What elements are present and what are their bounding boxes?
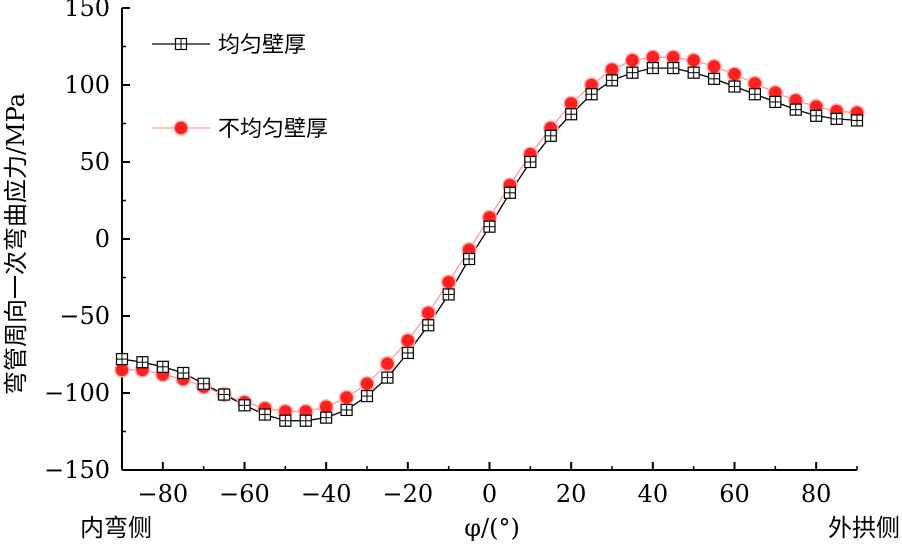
data-point bbox=[217, 388, 231, 401]
data-point bbox=[789, 103, 802, 116]
y-tick-label: −100 bbox=[44, 379, 110, 407]
data-point bbox=[422, 319, 435, 332]
x-tick-label: −20 bbox=[383, 480, 434, 508]
y-tick-label: −150 bbox=[44, 456, 110, 484]
data-point bbox=[258, 408, 272, 421]
y-tick-label: 150 bbox=[64, 0, 110, 22]
x-tick-label: −40 bbox=[301, 480, 352, 508]
data-point bbox=[624, 52, 641, 69]
series-line-1 bbox=[122, 56, 858, 413]
x-tick-label: 20 bbox=[556, 480, 587, 508]
legend-marker-0 bbox=[174, 37, 188, 51]
data-point bbox=[381, 371, 394, 384]
data-point bbox=[685, 52, 702, 69]
data-point bbox=[115, 353, 129, 366]
data-point bbox=[748, 88, 762, 101]
data-point bbox=[605, 74, 619, 87]
outer-side-label: 外拱侧 bbox=[828, 514, 900, 542]
data-point bbox=[462, 252, 476, 266]
series-points-1 bbox=[114, 49, 865, 420]
legend-label-0: 均匀壁厚 bbox=[218, 33, 306, 58]
y-tick-label: 100 bbox=[64, 71, 110, 99]
y-axis-title: 弯管周向一次弯曲应力/MPa bbox=[2, 93, 30, 395]
data-point bbox=[279, 414, 292, 427]
x-tick-label: −80 bbox=[138, 480, 189, 508]
inner-side-label: 内弯侧 bbox=[80, 514, 152, 542]
data-point bbox=[136, 356, 149, 369]
data-point bbox=[707, 72, 721, 85]
x-tick-label: 0 bbox=[482, 480, 497, 508]
series-layer bbox=[114, 49, 865, 427]
data-point bbox=[156, 360, 169, 373]
data-point bbox=[483, 220, 496, 233]
y-tick-label: 0 bbox=[95, 225, 110, 253]
data-point bbox=[850, 114, 864, 127]
data-point bbox=[830, 112, 843, 125]
data-point bbox=[442, 288, 455, 301]
axes: 150 100 50 0 −50 −100 −150 −80 −60 −40 −20 0 20 40 60 8… bbox=[44, 0, 858, 508]
data-point bbox=[338, 389, 355, 406]
data-point bbox=[299, 414, 312, 427]
data-point bbox=[238, 399, 251, 412]
data-point bbox=[706, 58, 722, 75]
x-tick-label: −60 bbox=[219, 480, 270, 508]
data-point bbox=[687, 66, 700, 79]
x-tick-label: 40 bbox=[638, 480, 669, 508]
data-point bbox=[544, 129, 557, 142]
y-tick-label: 50 bbox=[79, 148, 110, 176]
data-point bbox=[524, 155, 537, 169]
data-point bbox=[360, 389, 374, 403]
y-tick-label: −50 bbox=[59, 302, 110, 330]
series-points-0 bbox=[115, 61, 864, 427]
data-point bbox=[359, 376, 375, 392]
data-point bbox=[177, 366, 190, 380]
data-point bbox=[810, 109, 823, 122]
data-point bbox=[197, 377, 210, 390]
data-point bbox=[585, 88, 598, 101]
data-point bbox=[320, 411, 333, 424]
data-point bbox=[340, 403, 353, 417]
data-point bbox=[420, 305, 436, 321]
x-tick-label: 60 bbox=[719, 480, 750, 508]
data-point bbox=[440, 274, 457, 290]
legend-marker-1 bbox=[173, 120, 189, 136]
data-point bbox=[646, 61, 659, 75]
data-point bbox=[503, 186, 517, 199]
data-point bbox=[769, 95, 782, 109]
legend-label-1: 不均匀壁厚 bbox=[218, 117, 328, 142]
data-point bbox=[728, 80, 741, 93]
x-axis-title: φ/(°) bbox=[464, 514, 520, 542]
data-point bbox=[401, 346, 414, 360]
x-tick-label: 80 bbox=[801, 480, 832, 508]
data-point bbox=[379, 355, 396, 372]
data-point bbox=[400, 332, 416, 349]
data-point bbox=[565, 108, 578, 121]
data-point bbox=[626, 66, 639, 79]
data-point bbox=[667, 61, 680, 75]
data-point bbox=[726, 66, 743, 82]
